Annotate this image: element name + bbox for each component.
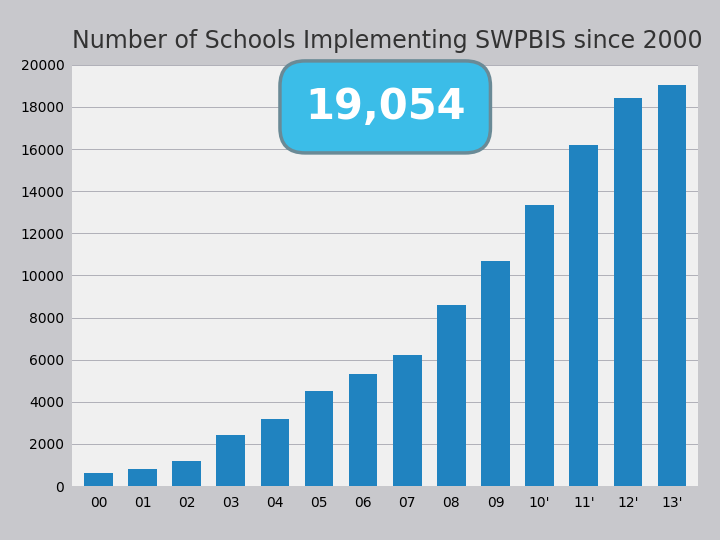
Bar: [261, 418, 289, 486]
Bar: [570, 145, 598, 486]
Bar: [613, 98, 642, 486]
Bar: [348, 374, 377, 486]
Bar: [437, 305, 466, 486]
Bar: [128, 469, 157, 486]
Bar: [305, 391, 333, 486]
Bar: [481, 261, 510, 486]
Bar: [84, 474, 113, 486]
Text: 19,054: 19,054: [305, 86, 465, 128]
Bar: [172, 461, 201, 486]
Bar: [657, 85, 686, 486]
Bar: [217, 435, 245, 486]
Bar: [526, 205, 554, 486]
Bar: [393, 355, 422, 486]
Text: Number of Schools Implementing SWPBIS since 2000: Number of Schools Implementing SWPBIS si…: [72, 29, 703, 53]
